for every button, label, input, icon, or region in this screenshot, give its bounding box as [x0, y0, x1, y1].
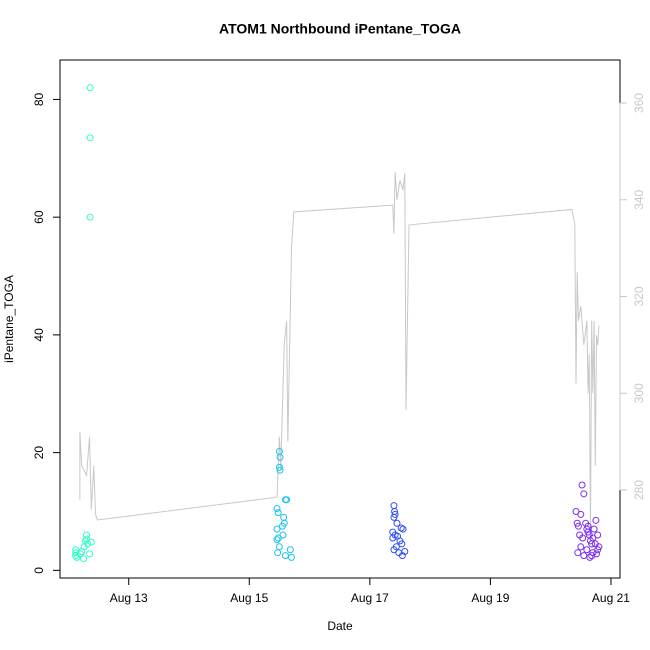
data-point [287, 553, 295, 561]
data-point [590, 525, 598, 533]
x-tick-label: Aug 15 [230, 591, 268, 605]
data-point [273, 505, 281, 513]
data-point [594, 546, 602, 554]
data-line [79, 172, 600, 539]
data-point [274, 534, 282, 542]
data-point [577, 510, 585, 518]
x-tick-label: Aug 17 [351, 591, 389, 605]
data-point [397, 524, 405, 532]
data-point [594, 531, 602, 539]
data-point [583, 546, 591, 554]
y2-tick-label: 320 [632, 286, 646, 306]
data-point [591, 540, 599, 548]
data-point [80, 555, 88, 563]
data-point [584, 522, 592, 530]
data-point [398, 552, 406, 560]
y-tick-label: 20 [32, 446, 46, 460]
data-point [579, 534, 587, 542]
data-point [592, 550, 600, 558]
y2-tick-label: 280 [632, 480, 646, 500]
data-point [399, 525, 407, 533]
data-point [281, 552, 289, 560]
data-point [283, 496, 291, 504]
data-point [390, 513, 398, 521]
data-point [588, 552, 596, 560]
data-point [592, 516, 600, 524]
y2-tick-label: 360 [632, 93, 646, 113]
data-point [276, 453, 284, 461]
data-point [390, 502, 398, 510]
x-tick-label: Aug 21 [592, 591, 630, 605]
y2-tick-label: 340 [632, 189, 646, 209]
y-tick-label: 0 [32, 567, 46, 574]
data-point [275, 543, 283, 551]
data-point [273, 536, 281, 544]
x-tick-label: Aug 19 [471, 591, 509, 605]
data-point [398, 540, 406, 548]
data-point [72, 552, 80, 560]
data-point [578, 481, 586, 489]
data-point [580, 490, 588, 498]
chart-title: ATOM1 Northbound iPentane_TOGA [219, 21, 461, 37]
data-point [273, 525, 281, 533]
data-point [86, 84, 94, 92]
data-point [389, 534, 397, 542]
x-axis-label: Date [327, 619, 353, 633]
plot-box [59, 59, 621, 579]
data-point [84, 540, 92, 548]
data-point [86, 213, 94, 221]
data-point [275, 463, 283, 471]
data-point [86, 134, 94, 142]
data-point [83, 531, 91, 539]
data-point [577, 543, 585, 551]
data-point [274, 509, 282, 517]
data-point [87, 538, 95, 546]
data-point [574, 549, 582, 557]
data-point [393, 519, 401, 527]
x-tick-label: Aug 13 [110, 591, 148, 605]
y-tick-label: 80 [32, 92, 46, 106]
y-tick-label: 40 [32, 328, 46, 342]
data-point [574, 522, 582, 530]
y-axis-label: iPentane_TOGA [2, 275, 16, 363]
data-point [86, 550, 94, 558]
data-point [280, 513, 288, 521]
data-point [73, 553, 81, 561]
data-point [286, 546, 294, 554]
data-point [276, 466, 284, 474]
y2-tick-label: 300 [632, 383, 646, 403]
data-point [278, 522, 286, 530]
data-point [580, 552, 588, 560]
y-tick-label: 60 [32, 210, 46, 224]
data-point [274, 549, 282, 557]
